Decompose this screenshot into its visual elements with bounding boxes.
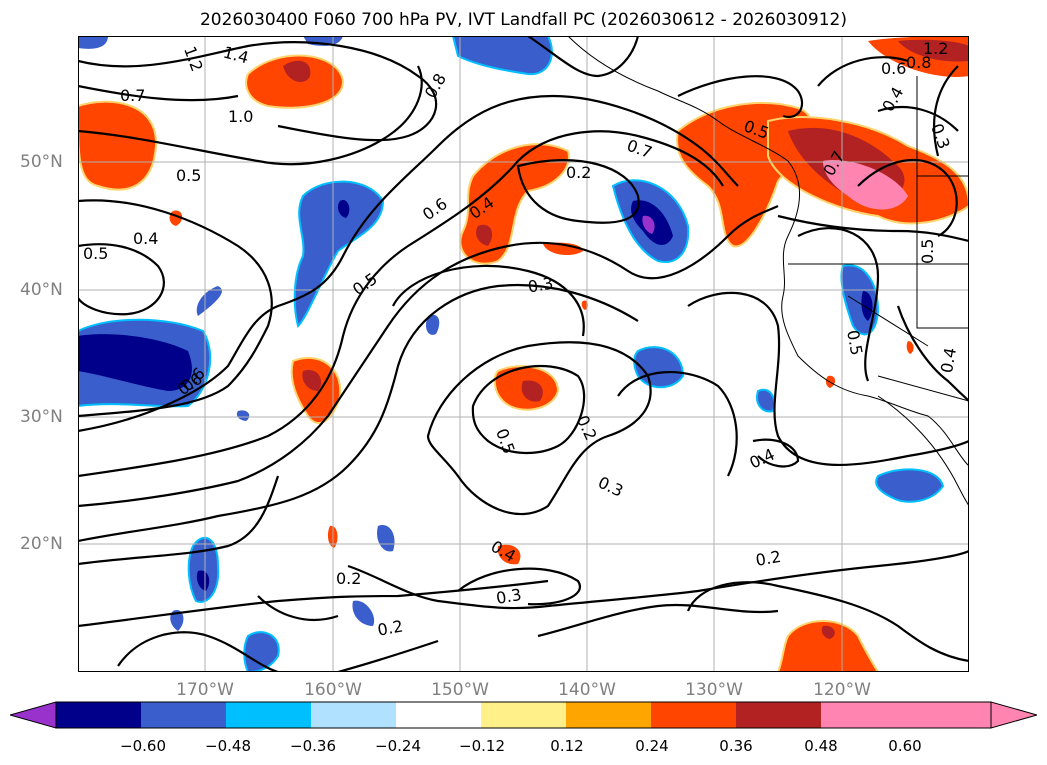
- contour-label: 0.5: [843, 328, 866, 356]
- colorbar-segment: [651, 702, 737, 728]
- ivt-contours: [78, 36, 969, 672]
- colorbar-segment: [821, 702, 907, 728]
- colorbar-segments: [10, 702, 1037, 728]
- colorbar-segment: [141, 702, 227, 728]
- colorbar-tick: −0.60: [120, 737, 166, 755]
- lon-label: 170°W: [176, 680, 234, 700]
- graticule: [78, 36, 969, 672]
- contour-label: 0.5: [918, 239, 937, 264]
- colorbar-tick: 0.48: [804, 737, 838, 755]
- colorbar-tick: −0.36: [290, 737, 336, 755]
- contour-label: 1.2: [923, 39, 948, 58]
- colorbar-segment: [566, 702, 652, 728]
- colorbar-tick: −0.48: [205, 737, 251, 755]
- lon-label: 160°W: [304, 680, 362, 700]
- colorbar-segment: [311, 702, 397, 728]
- contour-label: 0.2: [336, 569, 361, 588]
- lat-label: 40°N: [20, 280, 63, 300]
- contour-label: 0.2: [754, 547, 782, 570]
- contour-label: 0.4: [937, 346, 960, 374]
- lon-label: 130°W: [685, 680, 743, 700]
- contour-label: 0.6: [881, 59, 906, 78]
- lat-label: 20°N: [20, 534, 63, 554]
- lon-label: 140°W: [558, 680, 616, 700]
- colorbar-segment: [226, 702, 312, 728]
- contour-label: 0.3: [495, 585, 523, 608]
- contour-label: 0.4: [133, 229, 158, 248]
- colorbar-segment: [10, 702, 56, 728]
- contour-label: 0.2: [566, 163, 591, 182]
- colorbar-tick: −0.24: [375, 737, 421, 755]
- lon-label: 150°W: [431, 680, 489, 700]
- contour-label: 0.5: [83, 244, 108, 263]
- coastlines: [567, 36, 969, 507]
- pv-ivt-map: 1.4 1.0 0.8 0.7 0.5 0.4 0.5 0.5 0.6 0.6 …: [78, 36, 969, 672]
- colorbar-segment: [56, 702, 142, 728]
- positive-anomaly-patches: [78, 36, 969, 672]
- colorbar-tick: 0.12: [550, 737, 584, 755]
- colorbar-tick: 0.24: [635, 737, 669, 755]
- contour-label: 0.2: [376, 616, 404, 639]
- colorbar-tick: 0.60: [888, 737, 922, 755]
- colorbar-segment: [906, 702, 992, 728]
- lat-label: 50°N: [20, 152, 63, 172]
- colorbar-outline: [55, 701, 992, 729]
- contour-label: 0.7: [120, 86, 145, 105]
- colorbar: [10, 701, 1037, 729]
- contour-label: 0.8: [906, 53, 931, 72]
- colorbar-segment: [991, 702, 1037, 728]
- map-title: 2026030400 F060 700 hPa PV, IVT Landfall…: [199, 10, 847, 30]
- colorbar-tick: −0.12: [459, 737, 505, 755]
- colorbar-tick: 0.36: [719, 737, 753, 755]
- contour-label: 0.5: [176, 166, 201, 185]
- colorbar-segment: [396, 702, 482, 728]
- colorbar-segment: [736, 702, 822, 728]
- contour-label: 1.0: [228, 107, 253, 126]
- lon-label: 120°W: [813, 680, 871, 700]
- contour-label: 0.3: [526, 273, 554, 296]
- lat-label: 30°N: [20, 407, 63, 427]
- colorbar-segment: [481, 702, 567, 728]
